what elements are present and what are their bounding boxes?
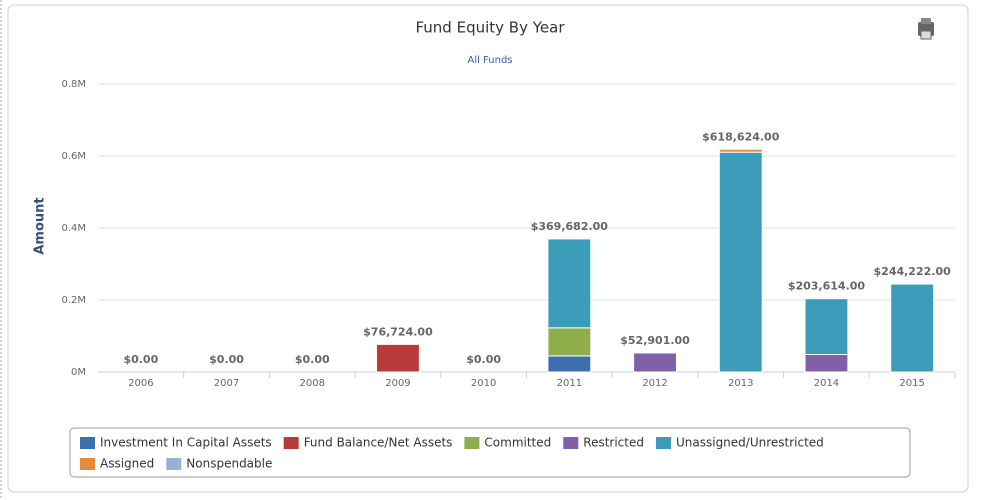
x-tick-label: 2015 [899, 378, 924, 389]
total-label: $52,901.00 [620, 334, 690, 347]
legend-swatch [80, 437, 95, 449]
legend-item[interactable]: Committed [464, 436, 551, 450]
bar-segment [804, 353, 849, 373]
legend-item[interactable]: Investment In Capital Assets [80, 436, 272, 450]
bar-segment [376, 343, 420, 373]
y-tick-label: 0.4M [61, 223, 86, 234]
legend-swatch [464, 437, 480, 449]
y-tick-label: 0.6M [61, 151, 86, 162]
y-tick-label: 0M [71, 367, 86, 378]
total-label: $244,222.00 [874, 265, 952, 278]
legend-swatch [655, 437, 671, 449]
bar-segment [547, 355, 592, 373]
total-label: $203,614.00 [788, 280, 866, 293]
total-label: $0.00 [209, 353, 244, 366]
x-tick-label: 2008 [300, 378, 325, 389]
total-label: $76,724.00 [363, 325, 433, 338]
y-tick-label: 0.8M [61, 79, 86, 90]
legend-item[interactable]: Restricted [563, 436, 644, 450]
total-label: $0.00 [123, 353, 158, 366]
legend-label: Assigned [100, 457, 154, 471]
legend-item[interactable]: Unassigned/Unrestricted [655, 436, 824, 450]
bar-segment [718, 148, 763, 153]
legend-item[interactable]: Fund Balance/Net Assets [283, 436, 453, 450]
x-tick-label: 2011 [557, 378, 582, 389]
x-tick-label: 2009 [385, 378, 410, 389]
legend-item[interactable]: Assigned [80, 457, 154, 471]
x-tick-label: 2007 [214, 378, 239, 389]
legend-swatch [166, 458, 182, 470]
chart-title: Fund Equity By Year [415, 19, 565, 37]
x-tick-label: 2013 [728, 378, 753, 389]
chart-subtitle: All Funds [467, 55, 512, 66]
bar-segment [547, 327, 592, 357]
legend-item[interactable]: Nonspendable [166, 457, 272, 471]
legend-label: Committed [484, 436, 551, 450]
legend-label: Nonspendable [186, 457, 272, 471]
legend-swatch [283, 437, 299, 449]
bar-segment [547, 238, 592, 329]
y-tick-label: 0.2M [61, 295, 86, 306]
x-tick-label: 2014 [814, 378, 839, 389]
legend-label: Investment In Capital Assets [100, 436, 272, 450]
legend-label: Unassigned/Unrestricted [676, 436, 824, 450]
bar-segment [804, 298, 849, 355]
total-label: $369,682.00 [531, 220, 609, 233]
x-tick-label: 2010 [471, 378, 496, 389]
legend-swatch [80, 458, 95, 470]
print-icon[interactable] [918, 18, 934, 40]
total-label: $618,624.00 [702, 130, 780, 143]
legend-box [69, 427, 911, 478]
panel [7, 4, 969, 493]
bar-segment [633, 352, 677, 373]
x-tick-label: 2006 [128, 378, 153, 389]
bar-segment [718, 151, 763, 373]
total-label: $0.00 [295, 353, 330, 366]
y-axis-label: Amount [33, 197, 48, 254]
legend-label: Fund Balance/Net Assets [304, 436, 453, 450]
bar-segment [890, 283, 935, 373]
total-label: $0.00 [466, 353, 501, 366]
legend-label: Restricted [583, 436, 644, 450]
legend-swatch [563, 437, 579, 449]
x-tick-label: 2012 [642, 378, 667, 389]
